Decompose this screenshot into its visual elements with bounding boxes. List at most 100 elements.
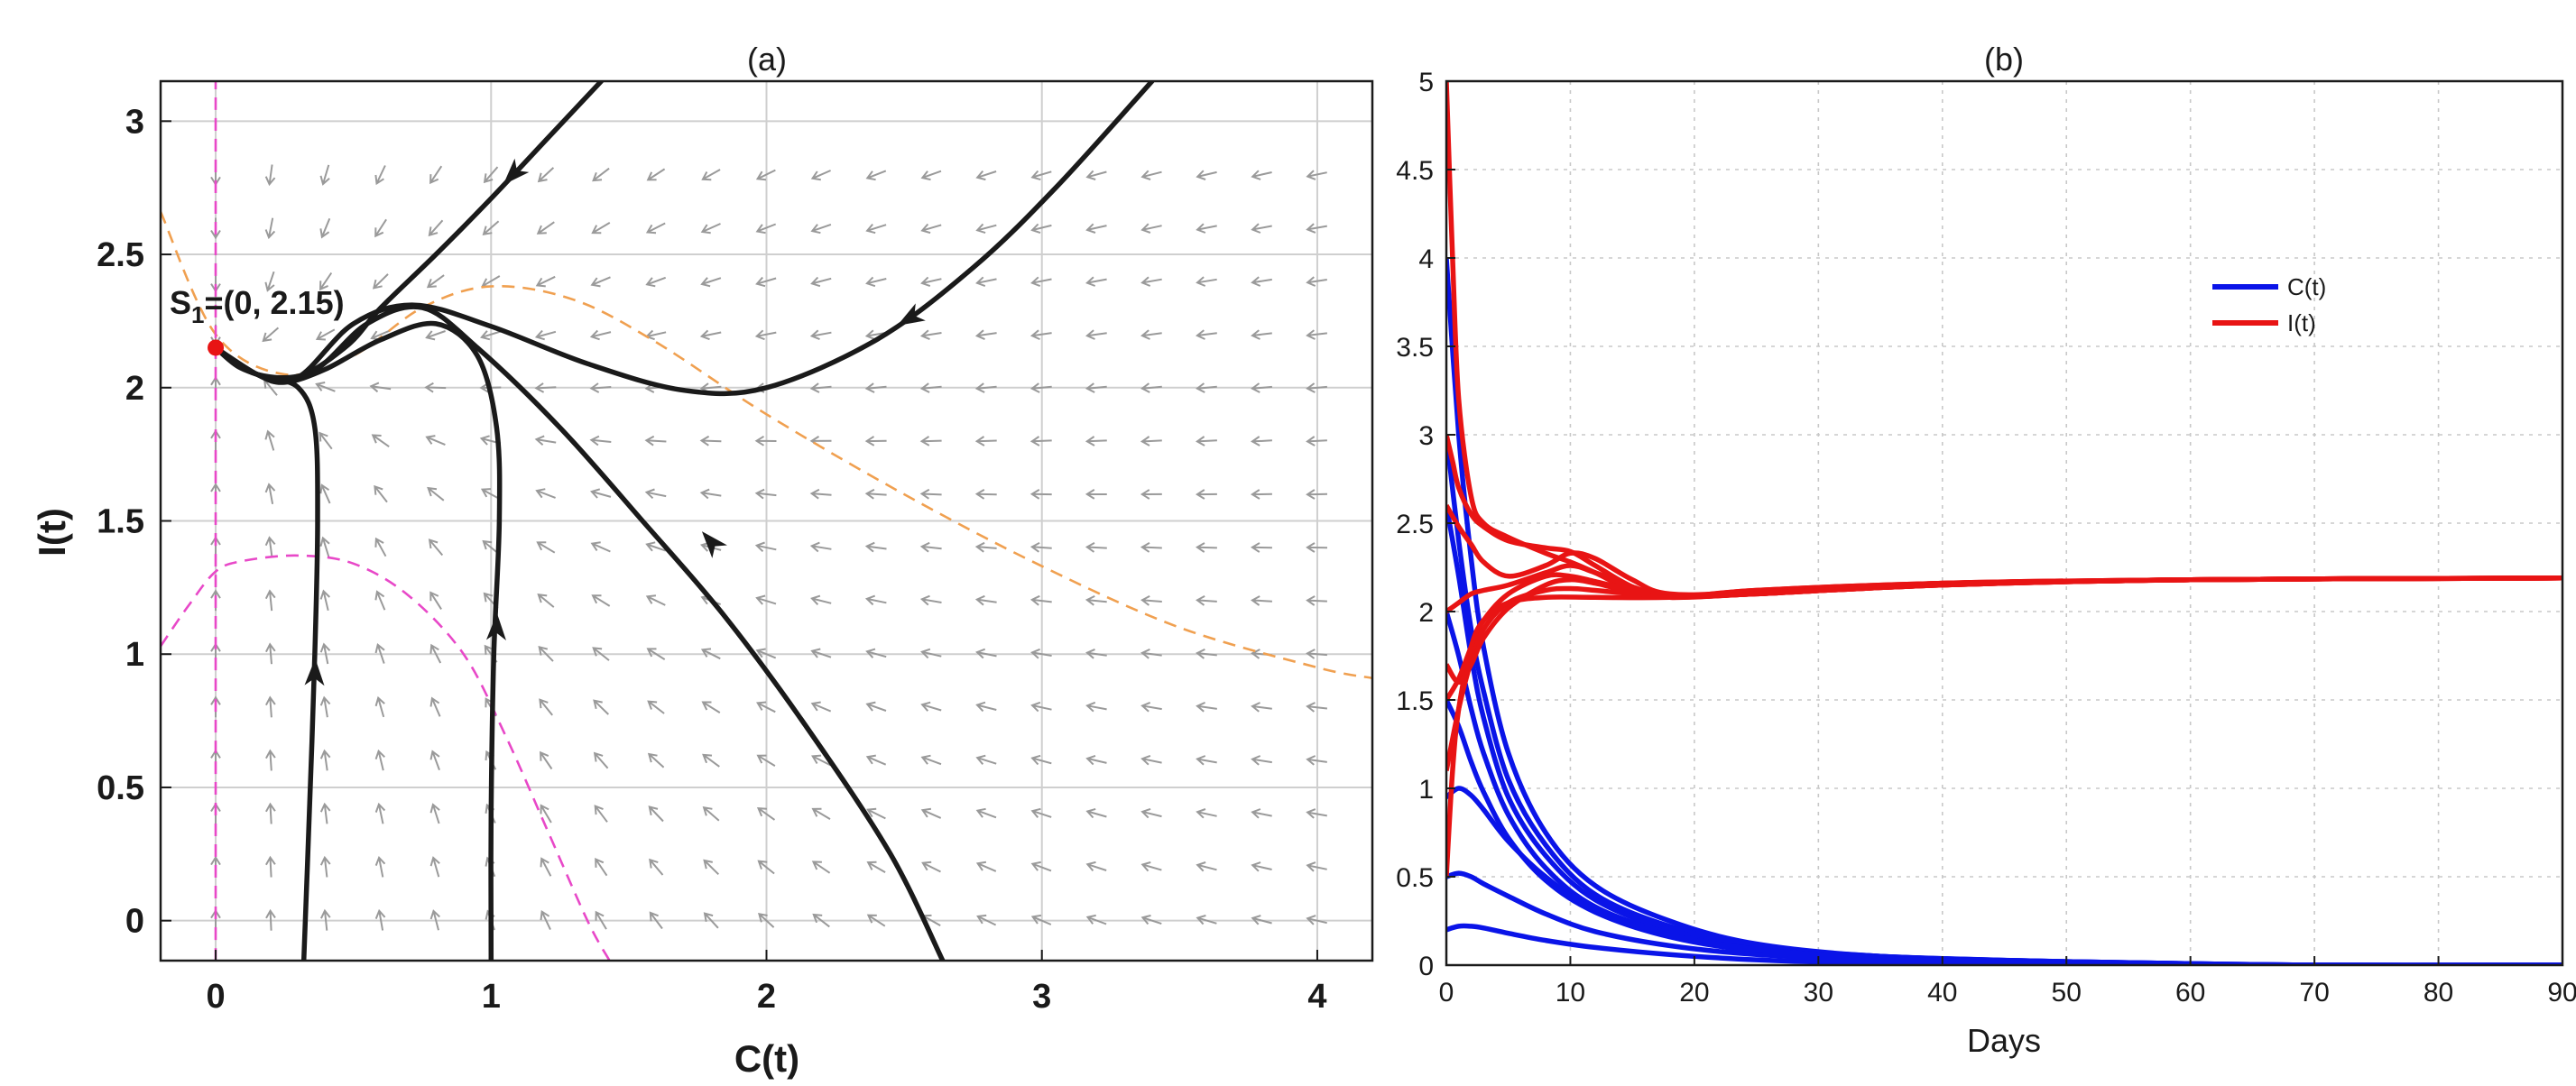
field-arrow [1085, 914, 1107, 925]
field-arrow [920, 276, 942, 288]
field-arrow [1140, 648, 1162, 659]
field-arrow [1140, 170, 1162, 180]
field-arrow [1306, 702, 1328, 713]
panel-b-y-ticks: 0 0.5 1 1.5 2 2.5 3 3.5 4 4.5 5 [1396, 68, 1455, 981]
direction-field [210, 164, 1328, 931]
equilibrium-point [208, 339, 225, 356]
field-arrow [810, 701, 832, 713]
field-arrow [483, 166, 499, 184]
field-arrow [593, 751, 609, 769]
field-arrow [374, 537, 387, 557]
field-arrow [593, 699, 609, 715]
field-arrow [755, 276, 777, 288]
field-arrow [429, 750, 440, 771]
field-arrow [974, 489, 997, 500]
field-arrow [264, 429, 275, 451]
field-arrow [319, 164, 330, 186]
field-arrow [645, 222, 666, 235]
a-tick-label-y: 0 [125, 903, 144, 941]
field-arrow [809, 541, 832, 553]
field-arrow [645, 276, 667, 288]
field-arrow [1030, 754, 1052, 766]
field-arrow [1251, 542, 1272, 553]
field-arrow [1196, 595, 1217, 606]
field-arrow [755, 594, 777, 605]
b-tick-label-x: 10 [1556, 978, 1585, 1008]
series-i [1446, 81, 2562, 878]
field-arrow [1029, 542, 1052, 553]
legend: C(t) I(t) [2212, 273, 2326, 336]
field-arrow [374, 484, 388, 503]
field-arrow [426, 274, 445, 289]
field-arrow [315, 328, 336, 341]
field-arrow [864, 436, 887, 446]
b-tick-label-y: 0 [1418, 952, 1434, 981]
b-tick-label-y: 5 [1418, 68, 1434, 97]
field-arrow [755, 648, 777, 659]
field-arrow [1085, 595, 1107, 606]
field-arrow [1140, 861, 1162, 872]
panel-b-grid [1446, 81, 2562, 965]
field-arrow [540, 750, 553, 770]
field-arrow [864, 541, 887, 553]
field-arrow [809, 329, 832, 341]
field-arrow [1306, 595, 1327, 606]
field-arrow [864, 488, 887, 500]
field-arrow [974, 382, 997, 393]
field-arrow [374, 218, 387, 238]
b-tick-label-y: 3.5 [1396, 333, 1434, 363]
field-arrow [649, 858, 664, 876]
field-arrow [810, 170, 832, 181]
field-arrow [1085, 170, 1107, 180]
field-arrow [265, 802, 276, 824]
field-arrow [810, 594, 832, 605]
field-arrow [264, 217, 276, 240]
field-arrow [865, 276, 887, 288]
field-arrow [1251, 276, 1272, 287]
field-arrow [319, 272, 333, 291]
traj-2 [213, 81, 1155, 397]
field-arrow [374, 590, 386, 611]
field-arrow [319, 536, 330, 557]
field-arrow [1030, 276, 1052, 288]
field-arrow [1196, 755, 1217, 766]
field-arrow [919, 541, 942, 553]
field-arrow [702, 753, 720, 768]
field-arrow [701, 169, 721, 181]
field-arrow [919, 436, 942, 446]
field-arrow [754, 435, 777, 446]
field-arrow [646, 168, 666, 181]
field-arrow [1085, 489, 1107, 500]
nullcline-i-nullcline [161, 554, 611, 961]
field-arrow [919, 488, 942, 500]
field-arrow [644, 488, 667, 500]
field-arrow [649, 911, 663, 930]
field-arrow [265, 749, 276, 771]
i-curve-8 [1446, 575, 2562, 686]
field-arrow [590, 488, 612, 499]
field-arrow [1251, 436, 1272, 446]
field-arrow [1085, 754, 1107, 766]
field-arrow [812, 913, 830, 928]
field-arrow [1140, 223, 1162, 234]
panel-a-y-ticks: 0 0.5 1 1.5 2 2.5 3 [97, 103, 171, 941]
field-arrow [1140, 382, 1162, 393]
field-arrow [428, 538, 444, 557]
field-arrow [540, 804, 552, 824]
field-arrow [1030, 170, 1052, 181]
field-arrow [1251, 489, 1272, 500]
field-arrow [754, 541, 777, 553]
field-arrow [537, 594, 555, 608]
field-arrow [591, 222, 611, 235]
field-arrow [1306, 649, 1327, 659]
a-tick-label-y: 1.5 [97, 503, 144, 541]
field-arrow [645, 594, 666, 606]
field-arrow [482, 220, 500, 235]
a-tick-label-y: 2.5 [97, 236, 144, 274]
b-tick-label-x: 90 [2547, 978, 2576, 1008]
field-arrow [1140, 595, 1162, 606]
field-arrow [920, 701, 942, 712]
field-arrow [534, 329, 557, 341]
field-arrow [264, 164, 276, 187]
